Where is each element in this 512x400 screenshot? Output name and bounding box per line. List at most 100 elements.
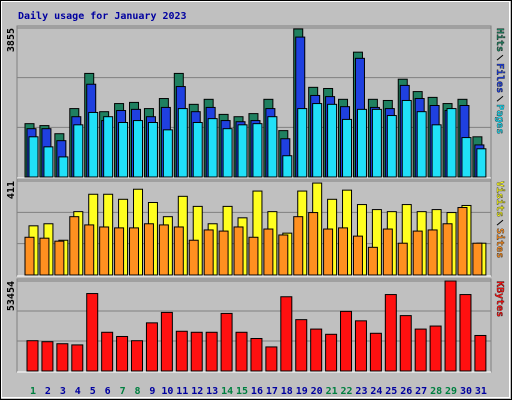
bar (86, 293, 99, 372)
bar (233, 226, 244, 276)
bar (354, 320, 367, 372)
bar (218, 230, 229, 276)
bar (412, 230, 423, 276)
x-tick-label: 28 (430, 386, 442, 397)
x-tick-label: 22 (341, 386, 353, 397)
bar (58, 156, 69, 178)
bar (429, 325, 442, 372)
bar (399, 315, 412, 372)
x-tick-label: 7 (120, 386, 126, 397)
bar (371, 108, 382, 178)
bar (54, 240, 65, 276)
bar (308, 212, 319, 276)
bar (116, 335, 129, 372)
bar (69, 216, 80, 276)
legend-separator (496, 95, 504, 102)
bar (235, 331, 248, 372)
bar (250, 338, 263, 372)
bar (367, 246, 378, 276)
x-tick-label: 4 (75, 386, 81, 397)
bar (252, 123, 263, 178)
y-tick-label: 3855 (6, 28, 17, 52)
bar (427, 229, 438, 276)
bar (352, 235, 363, 276)
bar (160, 311, 173, 372)
x-tick-label: 21 (326, 386, 338, 397)
x-tick-label: 6 (105, 386, 111, 397)
x-tick-label: 24 (370, 386, 382, 397)
x-tick-label: 10 (161, 386, 173, 397)
bar (41, 341, 54, 372)
bar (248, 236, 259, 276)
bar (101, 331, 114, 372)
x-tick-label: 30 (460, 386, 472, 397)
x-tick-label: 8 (134, 386, 140, 397)
x-tick-label: 13 (206, 386, 218, 397)
bar (147, 122, 158, 178)
bar (431, 124, 442, 178)
bar (356, 108, 367, 178)
bar (177, 108, 188, 178)
bar (444, 280, 457, 372)
x-tick-label: 15 (236, 386, 248, 397)
bar (129, 227, 140, 276)
bar (207, 118, 218, 178)
bar (39, 237, 50, 276)
bar (472, 242, 483, 276)
bar (295, 319, 308, 372)
bar (446, 108, 457, 178)
bar (342, 118, 353, 178)
bar (293, 216, 304, 276)
bar (459, 294, 472, 372)
bar (145, 322, 158, 372)
bar (222, 128, 233, 178)
x-tick-label: 16 (251, 386, 263, 397)
bar (312, 103, 323, 178)
legend-entry: Hits (494, 28, 506, 52)
bar (114, 227, 125, 276)
y-tick-label: 411 (6, 181, 17, 199)
bar (24, 236, 35, 276)
x-tick-label: 18 (281, 386, 293, 397)
x-tick-label: 1 (30, 386, 36, 397)
bar (188, 239, 199, 276)
x-tick-label: 25 (385, 386, 397, 397)
x-tick-label: 19 (296, 386, 308, 397)
bar (401, 99, 412, 178)
x-tick-label: 2 (45, 386, 51, 397)
y-tick-label: 53454 (6, 281, 17, 311)
bar (162, 129, 173, 178)
bar (323, 228, 334, 276)
bar (265, 346, 278, 372)
bar (442, 223, 453, 276)
legend-entry: Visits (494, 181, 506, 217)
bar (310, 328, 323, 372)
bar (282, 155, 293, 178)
bar (190, 331, 203, 372)
x-tick-label: 3 (60, 386, 66, 397)
bar (237, 124, 248, 178)
bar (325, 333, 338, 372)
bar (88, 111, 99, 178)
bar (461, 137, 472, 178)
bar (84, 224, 95, 276)
bar (386, 115, 397, 178)
bar (133, 120, 144, 178)
x-tick-label: 9 (149, 386, 155, 397)
bar (397, 242, 408, 276)
x-tick-label: 14 (221, 386, 233, 397)
bar (192, 122, 203, 178)
legend-entry: Sites (494, 228, 506, 258)
bar (56, 343, 69, 372)
bar (131, 340, 144, 372)
bar (71, 344, 84, 372)
bar (457, 207, 468, 276)
x-tick-label: 29 (445, 386, 457, 397)
bar (203, 229, 214, 276)
bar (338, 227, 349, 276)
bar (103, 116, 114, 178)
x-tick-label: 23 (355, 386, 367, 397)
bar (267, 116, 278, 178)
legend-entry: Pages (494, 104, 505, 134)
